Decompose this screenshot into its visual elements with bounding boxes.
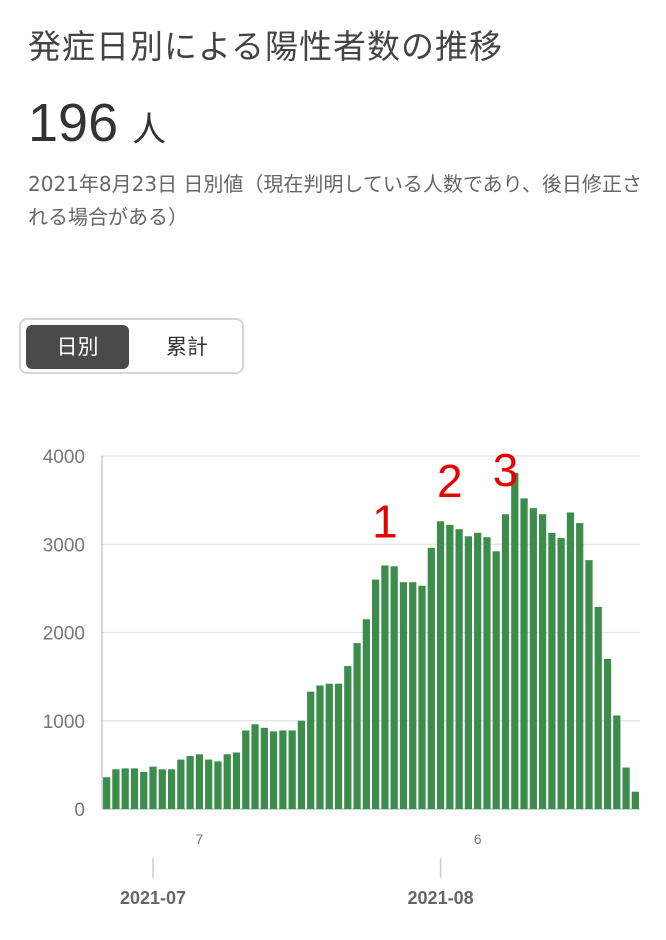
bar	[427, 547, 435, 809]
bar	[492, 551, 500, 809]
bar	[334, 683, 343, 809]
bar	[418, 585, 426, 809]
bar	[112, 769, 120, 809]
bar	[538, 514, 547, 809]
bar	[214, 761, 222, 809]
bar	[195, 754, 204, 809]
bar	[511, 472, 519, 809]
bar	[242, 730, 250, 809]
bar	[158, 769, 166, 809]
bar	[362, 619, 370, 809]
bar	[483, 537, 491, 809]
bar	[381, 565, 389, 809]
bar	[446, 524, 454, 809]
bar	[566, 512, 575, 809]
bar	[260, 727, 268, 809]
bar	[399, 582, 408, 809]
case-count-value: 196	[28, 93, 119, 153]
peak-annotation: 1	[372, 495, 398, 547]
bar	[585, 560, 593, 809]
bar	[529, 508, 537, 809]
bar	[140, 771, 148, 809]
peak-annotation: 3	[493, 444, 519, 496]
bar	[557, 538, 565, 809]
bar	[594, 606, 602, 809]
x-day-label: 6	[474, 831, 482, 847]
bar	[130, 768, 139, 809]
y-tick-label: 1000	[43, 712, 85, 733]
bar	[232, 752, 241, 809]
bar	[279, 730, 287, 809]
bar	[325, 683, 333, 809]
bar	[474, 532, 482, 809]
bar	[177, 759, 185, 809]
bar	[316, 685, 324, 809]
bar	[372, 579, 380, 809]
bar	[307, 691, 315, 809]
bar	[390, 566, 398, 809]
x-day-label: 7	[195, 831, 203, 847]
bar	[186, 756, 194, 809]
bar	[409, 582, 417, 809]
bar	[353, 643, 361, 809]
page-title: 発症日別による陽性者数の推移	[28, 27, 504, 66]
bar	[344, 666, 352, 809]
tab-cumulative[interactable]: 累計	[166, 335, 208, 359]
bar	[436, 521, 445, 809]
bar	[464, 536, 473, 809]
y-tick-label: 3000	[43, 535, 85, 556]
bar	[251, 724, 259, 809]
case-count-unit: 人	[132, 110, 167, 150]
y-tick-label: 4000	[43, 447, 85, 468]
y-tick-label: 0	[74, 800, 85, 821]
bar	[205, 759, 213, 809]
bar	[548, 532, 556, 809]
bar	[622, 767, 630, 809]
bar	[121, 768, 129, 809]
bar	[613, 715, 621, 809]
bar	[288, 730, 296, 809]
bar	[297, 720, 306, 809]
bar	[103, 777, 111, 809]
bar	[520, 498, 528, 809]
bar	[631, 791, 639, 809]
tab-daily[interactable]: 日別	[26, 325, 129, 369]
bar	[167, 769, 176, 809]
y-tick-label: 2000	[43, 624, 85, 645]
bar	[269, 731, 278, 809]
bar	[223, 754, 231, 809]
bar	[501, 514, 510, 809]
case-count: 196 人	[28, 92, 166, 154]
date-note: 2021年8月23日 日別値（現在判明している人数であり、後日修正される場合があ…	[28, 172, 642, 229]
x-month-label: 2021-07	[120, 888, 186, 908]
view-toggle: 日別 累計	[19, 318, 244, 374]
x-month-label: 2021-08	[408, 888, 474, 908]
peak-annotation: 2	[437, 455, 463, 507]
bar	[149, 766, 157, 809]
bar	[576, 523, 584, 809]
bar	[455, 529, 463, 809]
bar	[603, 658, 612, 809]
